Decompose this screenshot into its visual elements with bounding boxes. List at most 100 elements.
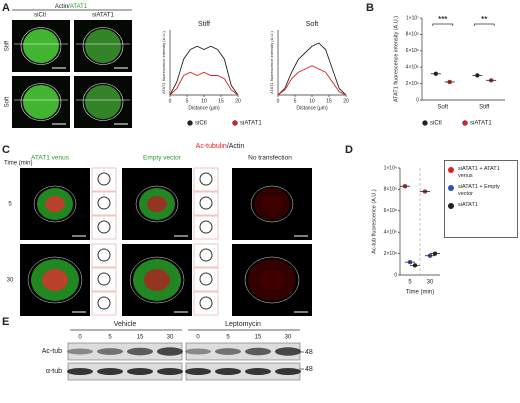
band [185,368,211,375]
y-tick-label: 6×10⁶ [406,48,419,54]
legend-marker [448,185,454,191]
y-tick-label: 8×10⁶ [406,32,419,38]
y-tick-label: 0 [416,97,419,103]
cell-outline [33,185,77,223]
lane-label: 5 [108,335,112,341]
x-axis-label: Time (min) [406,290,434,296]
y-tick-label: 1×10⁹ [384,165,397,171]
cell-outline [250,185,294,223]
legend-item: siATAT1 + Empty vector [448,184,514,197]
inset-cell [199,196,213,210]
inset-cell [199,248,213,262]
cell [259,269,285,291]
title-part: Actin [229,143,245,150]
inset-cell [199,296,213,310]
cell-outline [20,83,62,121]
legend-label: siATAT1 [240,121,262,127]
inset [91,291,117,316]
x-axis-label: Distance (µm) [188,105,220,111]
axis [169,30,238,96]
x-tick-label: 20 [343,98,349,104]
lane-label: 15 [255,335,262,341]
band [97,368,123,375]
panel-label: E [2,316,9,328]
inset-cell [97,296,111,310]
profile [277,65,347,96]
inset [193,243,219,268]
legend-marker [422,120,428,126]
panel-label: A [2,2,10,14]
x-tick-label: Stiff [479,105,490,111]
band [245,347,271,356]
band [67,368,93,375]
x-tick-label: 5 [294,98,297,104]
legend-marker [448,167,454,173]
x-tick-label: 10 [201,98,207,104]
column-label: No transfection [248,155,292,162]
cell-outline [135,185,179,223]
legend-label: siATAT1 + ATAT1 venus [458,166,500,179]
x-axis-label: Distance (µm) [296,105,328,111]
band [275,347,301,356]
band [215,368,241,375]
row-label: Stiff [5,41,11,52]
x-tick-label: 20 [235,98,241,104]
header-part: / [68,4,70,10]
column-label: ATAT1 venus [31,155,70,162]
y-axis-label: Ac-tub fluorescence (A.U.) [371,189,377,254]
inset-cell [199,220,213,234]
inset [91,267,117,292]
profile [277,42,347,96]
inset [193,191,219,216]
band [185,348,211,355]
header-part: ATAT1 [70,4,88,10]
panel-a-header: Actin/ATAT1 [55,4,88,10]
legend-label: siATAT1 [458,202,478,208]
axis [421,18,505,101]
lane-label: 30 [285,335,292,341]
lane-label: 30 [167,335,174,341]
row-label: Soft [5,96,11,107]
cell [144,269,170,291]
x-tick-label: 5 [186,98,189,104]
legend-label: siATAT1 [470,121,492,127]
panel-label: C [2,144,10,156]
cell [85,85,121,119]
time-label: Time (min) [4,161,32,167]
band [157,368,183,375]
inset [91,191,117,216]
inset-cell [199,172,213,186]
cell-outline [244,256,300,304]
lane-label: 0 [78,335,82,341]
legend-marker [232,120,238,126]
title-part: Ac-tubulin [196,143,227,150]
inset [91,243,117,268]
legend-marker [187,120,193,126]
inset-cell [97,272,111,286]
y-tick-label: 4×10⁶ [406,65,419,71]
band [127,347,153,356]
blot-label: Ac-tub [42,348,62,355]
x-tick-label: 15 [326,98,332,104]
bracket [432,23,454,26]
lane-label: 0 [196,335,200,341]
y-axis-label: ATAT1 fluorescence intensity (A.U.) [393,16,399,102]
header-part: Actin [55,4,68,10]
y-tick-label: 2×10⁸ [384,251,397,257]
legend-label: siATAT1 + Empty vector [458,184,500,197]
marker-label: 48 [305,366,313,373]
significance: *** [438,15,447,24]
inset-cell [97,196,111,210]
significance: ** [481,15,487,24]
band [67,348,93,355]
cell-outline [129,256,185,304]
column-label: Empty vector [143,155,182,162]
cell [23,85,59,119]
title-part: / [227,143,229,150]
profile [169,45,239,96]
profile [169,71,239,96]
y-axis-label: ATAT1 fluorescence intensity (A.U.) [161,30,166,93]
marker-label: 48 [305,349,313,356]
